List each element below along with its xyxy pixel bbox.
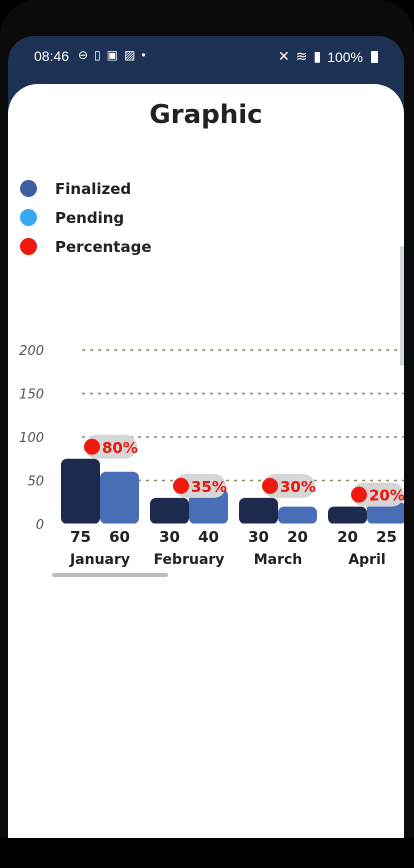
- bar-value-label: 30: [248, 528, 269, 546]
- legend-item-percentage: Percentage: [20, 232, 152, 261]
- bottom-bezel: [0, 838, 414, 868]
- y-tick-label: 50: [27, 475, 44, 490]
- x-category-label: March: [254, 552, 303, 568]
- y-tick-label: 150: [19, 388, 44, 403]
- app-icon: ▣: [106, 48, 119, 62]
- percentage-label: 35%: [191, 478, 227, 496]
- dot-icon: •: [141, 48, 146, 62]
- bar-value-label: 20: [287, 528, 308, 546]
- image-icon: ▨: [124, 48, 136, 62]
- bar-finalized: [239, 497, 278, 524]
- legend-item-pending: Pending: [20, 203, 152, 232]
- percentage-badge: [352, 482, 404, 507]
- percentage-label: 20%: [369, 487, 404, 505]
- y-tick-label: 200: [19, 344, 44, 359]
- bar-value-label: 25: [376, 528, 397, 546]
- battery-text: 100%: [327, 48, 363, 65]
- percentage-dot: [262, 477, 278, 494]
- bar-finalized: [150, 497, 189, 524]
- x-category-label: January: [69, 552, 130, 568]
- legend-dot-pending: [20, 209, 37, 226]
- legend-dot-percentage: [20, 238, 37, 255]
- percentage-label: 80%: [102, 439, 138, 457]
- page-title: Graphic: [149, 100, 263, 130]
- percentage-badge: [174, 473, 226, 498]
- battery-icon: [371, 50, 378, 63]
- signal-icon: ▮: [313, 48, 322, 64]
- percentage-badge: [263, 473, 315, 498]
- legend-label: Percentage: [55, 237, 152, 256]
- app-screen: 08:46 ⊖ ▯ ▣ ▨ • ✕ ≋ ▮ 100% Graphic F: [8, 36, 404, 838]
- percentage-badge: [85, 434, 137, 459]
- x-category-label: February: [154, 552, 225, 568]
- legend-item-finalized: Finalized: [20, 174, 152, 203]
- bar-value-label: 60: [109, 528, 130, 546]
- minus-circle-icon: ⊖: [78, 48, 89, 62]
- mute-icon: ✕: [278, 48, 290, 64]
- phone-icon: ▯: [94, 48, 101, 62]
- bar-pending: [100, 471, 139, 524]
- legend-label: Pending: [55, 208, 125, 227]
- y-tick-label: 100: [19, 431, 44, 446]
- bar-value-label: 75: [70, 528, 91, 546]
- bar-finalized: [328, 506, 367, 524]
- bar-value-label: 30: [159, 528, 180, 546]
- wifi-icon: ≋: [295, 48, 308, 64]
- percentage-dot: [173, 477, 189, 494]
- chart-legend: Finalized Pending Percentage: [20, 174, 152, 261]
- horizontal-scroll-indicator[interactable]: [52, 573, 168, 577]
- edge-panel-handle[interactable]: [400, 246, 404, 366]
- bar-chart[interactable]: 0 50 100 150 200 75 60 January 80% 30 40 February 35…: [8, 294, 404, 574]
- status-system-icons: ✕ ≋ ▮ 100%: [278, 48, 378, 65]
- bar-pending: [367, 502, 404, 524]
- bar-pending: [278, 506, 317, 524]
- percentage-label: 30%: [280, 478, 316, 496]
- percentage-dot: [84, 438, 100, 455]
- y-tick-label: 0: [36, 518, 44, 533]
- bar-value-label: 40: [198, 528, 219, 546]
- x-category-label: April: [348, 552, 385, 568]
- percentage-dot: [351, 486, 367, 503]
- legend-dot-finalized: [20, 180, 37, 197]
- status-notification-icons: ⊖ ▯ ▣ ▨ •: [78, 48, 146, 62]
- bar-value-label: 20: [337, 528, 358, 546]
- bar-finalized: [61, 458, 100, 524]
- status-bar: 08:46 ⊖ ▯ ▣ ▨ • ✕ ≋ ▮ 100%: [8, 36, 404, 78]
- status-time: 08:46: [34, 48, 70, 64]
- content-card: Graphic Finalized Pending Percentage 0 50…: [8, 84, 404, 838]
- legend-label: Finalized: [55, 179, 132, 198]
- bar-pending: [189, 489, 228, 524]
